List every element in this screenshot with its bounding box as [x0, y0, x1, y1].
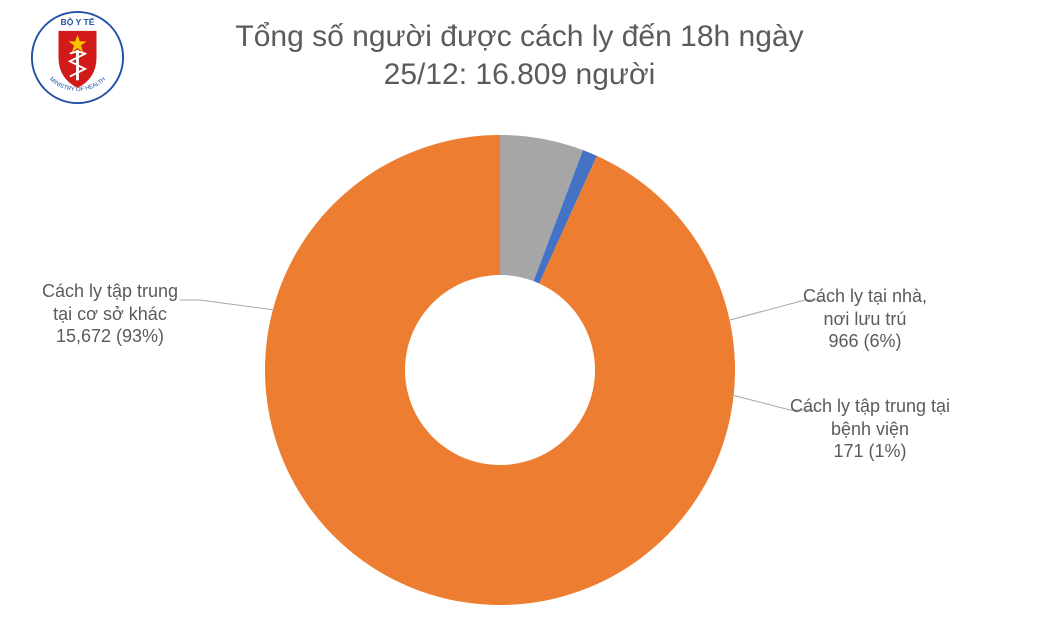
- label-home: Cách ly tại nhà, nơi lưu trú 966 (6%): [775, 285, 955, 353]
- slice-other_facility: [265, 135, 735, 605]
- label-hospital: Cách ly tập trung tại bệnh viện 171 (1%): [780, 395, 960, 463]
- label-other_facility: Cách ly tập trung tại cơ sở khác 15,672 …: [20, 280, 200, 348]
